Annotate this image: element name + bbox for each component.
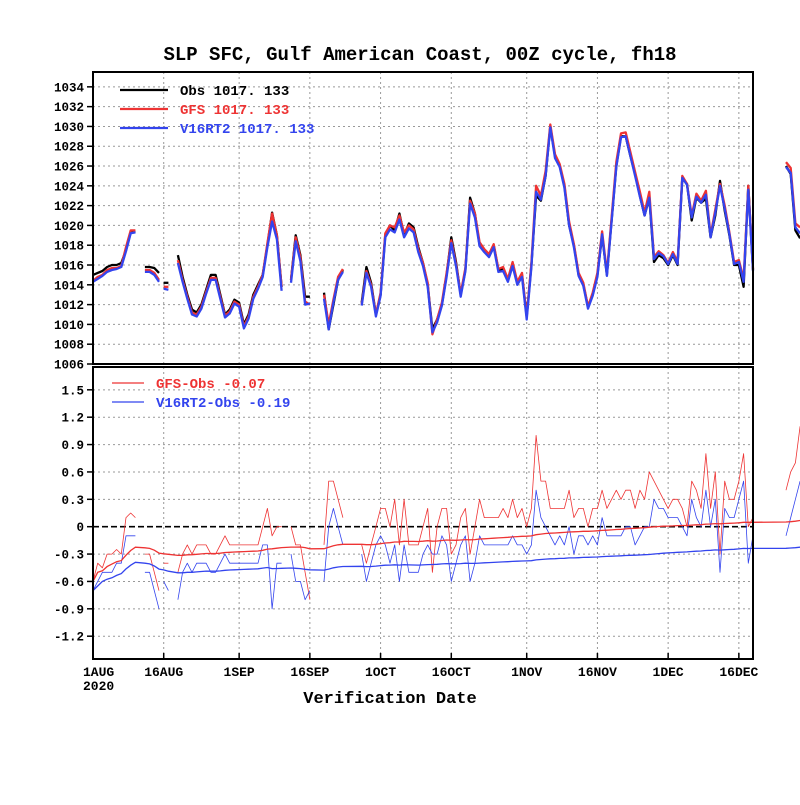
legend-label-obs: Obs 1017. 133: [180, 84, 289, 100]
x-tick-label: 16AUG: [144, 665, 183, 680]
series-line-v16rt2-obs: [323, 507, 344, 582]
series-line-v16rt2-obs: [290, 554, 311, 601]
x-tick-label: 16SEP: [290, 665, 329, 680]
y-tick-label: 1.2: [61, 412, 84, 426]
x-tick-label: 1DEC: [653, 665, 684, 680]
y-tick-label: 1024: [54, 180, 85, 194]
series-line-obs: [176, 211, 283, 326]
y-tick-label: -0.9: [54, 603, 84, 617]
series-line-v16rt2-obs: [177, 544, 282, 610]
series-line-v16rt2: [785, 166, 800, 235]
series-line-gfs: [360, 123, 755, 336]
pressure-panel: 1006 1008 1010 1012 1014 1016 1018 1020 1022 1024…: [54, 71, 800, 373]
legend-label-v16rt2-obs: V16RT2-Obs -0.19: [156, 396, 290, 412]
series-line-v16rt2-obs: [92, 535, 136, 591]
y-tick-label: 1.5: [61, 384, 84, 398]
series-line-v16rt2: [176, 220, 283, 330]
legend-label-gfs-obs: GFS-Obs -0.07: [156, 377, 265, 393]
legend-label-v16rt2: V16RT2 1017. 133: [180, 122, 314, 138]
x-tick-label: 1SEP: [224, 665, 255, 680]
series-line-gfs-obs: [785, 426, 800, 491]
y-tick-label: 1028: [54, 141, 84, 155]
y-tick-label: 0.9: [61, 439, 84, 453]
y-tick-label: 1030: [54, 121, 84, 135]
series-line-v16rt2-obs: [163, 581, 169, 591]
y-tick-label: -0.3: [54, 549, 84, 563]
y-tick-label: 0.6: [61, 466, 84, 480]
y-tick-label: 1008: [54, 339, 84, 353]
x-tick-label: 16OCT: [432, 665, 471, 680]
y-tick-label: 1032: [54, 101, 84, 115]
y-tick-label: 1016: [54, 260, 84, 274]
y-tick-label: 1022: [54, 200, 84, 214]
x-tick-label: 1OCT: [365, 665, 396, 680]
y-tick-label: -1.2: [54, 631, 84, 645]
series-line-obs: [144, 265, 160, 274]
series-line-gfs-obs: [144, 553, 160, 591]
bias-panel: -1.2 -0.9 -0.6 -0.3 0 0.3 0.6 0.9 1.2 1.5 GFS-Obs …: [54, 366, 800, 660]
y-tick-label: 0.3: [61, 494, 84, 508]
y-tick-label: 1014: [54, 279, 85, 293]
x-tick-label: 1NOV: [511, 665, 542, 680]
y-tick-label: 1010: [54, 319, 84, 333]
y-tick-label: 1006: [54, 359, 84, 373]
chart-title: SLP SFC, Gulf American Coast, 00Z cycle,…: [163, 44, 676, 66]
series-line-v16rt2: [92, 231, 136, 283]
series-line-v16rt2: [289, 240, 311, 306]
y-tick-label: 1026: [54, 161, 84, 175]
series-line-gfs-obs: [290, 526, 311, 600]
y-tick-label: 0: [76, 521, 84, 535]
x-tick-label: 16NOV: [578, 665, 617, 680]
running-mean-line-v16rt2-obs: [92, 546, 800, 592]
panel-frame: [92, 366, 754, 660]
y-tick-label: 1034: [54, 81, 85, 95]
y-tick-label: -0.6: [54, 576, 84, 590]
x-tick-sublabel: 2020: [83, 679, 114, 694]
series-line-v16rt2-obs: [785, 480, 800, 536]
x-axis-label: Verification Date: [303, 690, 476, 709]
y-tick-label: 1018: [54, 240, 84, 254]
series-line-v16rt2: [144, 270, 160, 283]
series-line-gfs-obs: [361, 434, 754, 573]
x-tick-label: 16DEC: [719, 665, 758, 680]
series-line-v16rt2: [360, 126, 755, 334]
y-tick-label: 1020: [54, 220, 84, 234]
series-line-gfs-obs: [177, 507, 282, 573]
series-line-v16rt2-obs: [361, 480, 754, 582]
y-tick-label: 1012: [54, 299, 84, 313]
series-line-v16rt2: [163, 287, 169, 291]
x-tick-label: 1AUG: [83, 665, 114, 680]
series-line-v16rt2-obs: [144, 571, 160, 609]
series-line-gfs-obs: [323, 480, 344, 545]
panel-frame: [92, 71, 754, 365]
series-line-v16rt2: [322, 271, 344, 331]
legend-label-gfs: GFS 1017. 133: [180, 103, 289, 119]
running-mean-line-gfs-obs: [92, 519, 800, 582]
series-line-gfs-obs: [92, 512, 136, 582]
